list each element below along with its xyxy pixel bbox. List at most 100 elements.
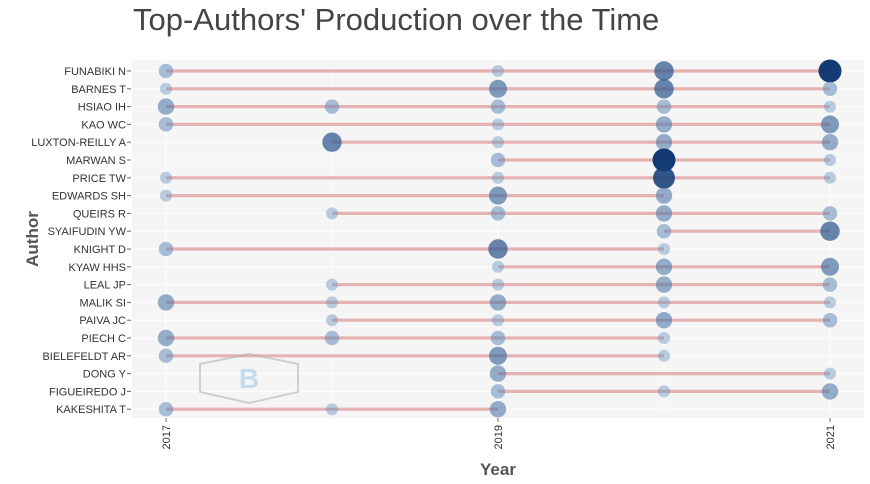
publication-dot: [490, 330, 506, 346]
author-label: KNIGHT D: [74, 244, 126, 256]
publication-dot: [157, 294, 175, 311]
axis-layer: FUNABIKI N BARNES T HSIAO IH KAO WC LUXTON-R…: [31, 66, 837, 449]
publication-dot: [158, 63, 174, 79]
publication-dot: [820, 221, 840, 241]
author-label: LEAL JP: [84, 280, 126, 292]
x-tick-label: 2019: [493, 425, 505, 449]
publication-dot: [491, 171, 505, 184]
bibliometrix-logo-watermark: B: [199, 352, 299, 405]
dot-layer: [157, 59, 842, 418]
publication-dot: [488, 79, 508, 98]
author-label: BARNES T: [71, 84, 126, 96]
publication-dot: [491, 136, 505, 149]
author-label: PAIVA JC: [79, 315, 126, 327]
publication-dot: [653, 166, 675, 189]
publication-dot: [822, 81, 838, 97]
publication-dot: [325, 403, 339, 416]
publication-dot: [823, 153, 837, 167]
publication-dot: [157, 98, 175, 115]
publication-dot: [158, 348, 174, 364]
publication-dot: [657, 296, 671, 309]
publication-dot: [820, 257, 840, 276]
publication-dot: [324, 330, 340, 346]
publication-dot: [823, 171, 837, 184]
publication-dot: [657, 385, 671, 398]
publication-dot: [820, 115, 840, 134]
publication-dot: [654, 61, 674, 81]
publication-dot: [656, 223, 672, 239]
publication-dot: [158, 117, 174, 132]
publication-dot: [159, 189, 173, 202]
publication-dot: [324, 99, 340, 114]
author-label: MALIK SI: [80, 297, 126, 309]
author-label: PRICE TW: [72, 173, 126, 185]
publication-dot: [491, 64, 505, 78]
publication-dot: [656, 99, 672, 114]
y-axis-label: Author: [23, 211, 42, 267]
publication-dot: [657, 331, 671, 345]
publication-dot: [325, 314, 339, 327]
author-label: HSIAO IH: [78, 102, 126, 114]
publication-dot: [491, 314, 505, 327]
publication-dot: [490, 99, 506, 114]
publication-dot: [655, 116, 673, 133]
publication-dot: [158, 401, 174, 417]
publication-dot: [655, 187, 673, 204]
publication-dot: [490, 152, 506, 168]
publication-dot: [491, 278, 505, 291]
author-label: LUXTON-REILLY A: [31, 137, 126, 149]
publication-dot: [325, 278, 339, 291]
author-label: BIELEFELDT AR: [42, 351, 126, 363]
publication-dot: [655, 311, 673, 329]
publication-dot: [325, 296, 339, 309]
publication-dot: [657, 242, 671, 256]
publication-dot: [821, 133, 839, 151]
publication-dot: [655, 258, 673, 276]
author-label: EDWARDS SH: [52, 191, 126, 203]
publication-dot: [159, 82, 173, 95]
publication-dot: [159, 171, 173, 184]
publication-dot: [822, 312, 838, 328]
publication-dot: [490, 384, 506, 399]
publication-dot: [491, 260, 505, 273]
publication-dot: [491, 118, 505, 131]
x-tick-label: 2021: [825, 425, 837, 449]
author-label: FUNABIKI N: [64, 66, 126, 78]
publication-dot: [821, 383, 839, 400]
publication-dot: [652, 148, 676, 172]
author-label: PIECH C: [81, 333, 126, 345]
publication-dot: [488, 239, 508, 259]
publication-dot: [488, 346, 508, 365]
publication-dot: [822, 277, 838, 292]
publication-dot: [490, 206, 506, 221]
publication-dot: [655, 205, 673, 222]
publication-dot: [322, 132, 342, 152]
x-tick-label: 2017: [161, 425, 173, 449]
publication-dot: [655, 133, 673, 151]
publication-dot: [823, 367, 837, 380]
publication-dot: [655, 276, 673, 293]
publication-dot: [823, 296, 837, 309]
publication-dot: [325, 207, 339, 220]
author-label: FIGUEIREDO J: [49, 386, 126, 398]
author-label: SYAIFUDIN YW: [48, 226, 127, 238]
author-label: KAO WC: [81, 119, 126, 131]
publication-dot: [822, 206, 838, 221]
author-label: KYAW HHS: [69, 262, 126, 274]
author-label: KAKESHITA T: [56, 404, 126, 416]
publication-dot: [654, 79, 674, 99]
publication-dot: [657, 349, 671, 362]
chart-title: Top-Authors' Production over the Time: [133, 2, 659, 37]
publication-dot: [157, 329, 175, 347]
publication-dot: [823, 100, 837, 113]
publication-dot: [489, 400, 507, 418]
author-label: DONG Y: [83, 369, 127, 381]
svg-text:B: B: [239, 363, 259, 394]
publication-dot: [489, 294, 507, 311]
publication-dot: [158, 241, 174, 257]
publication-dot: [489, 365, 507, 382]
author-label: QUEIRS R: [73, 208, 126, 220]
x-axis-label: Year: [480, 460, 516, 479]
